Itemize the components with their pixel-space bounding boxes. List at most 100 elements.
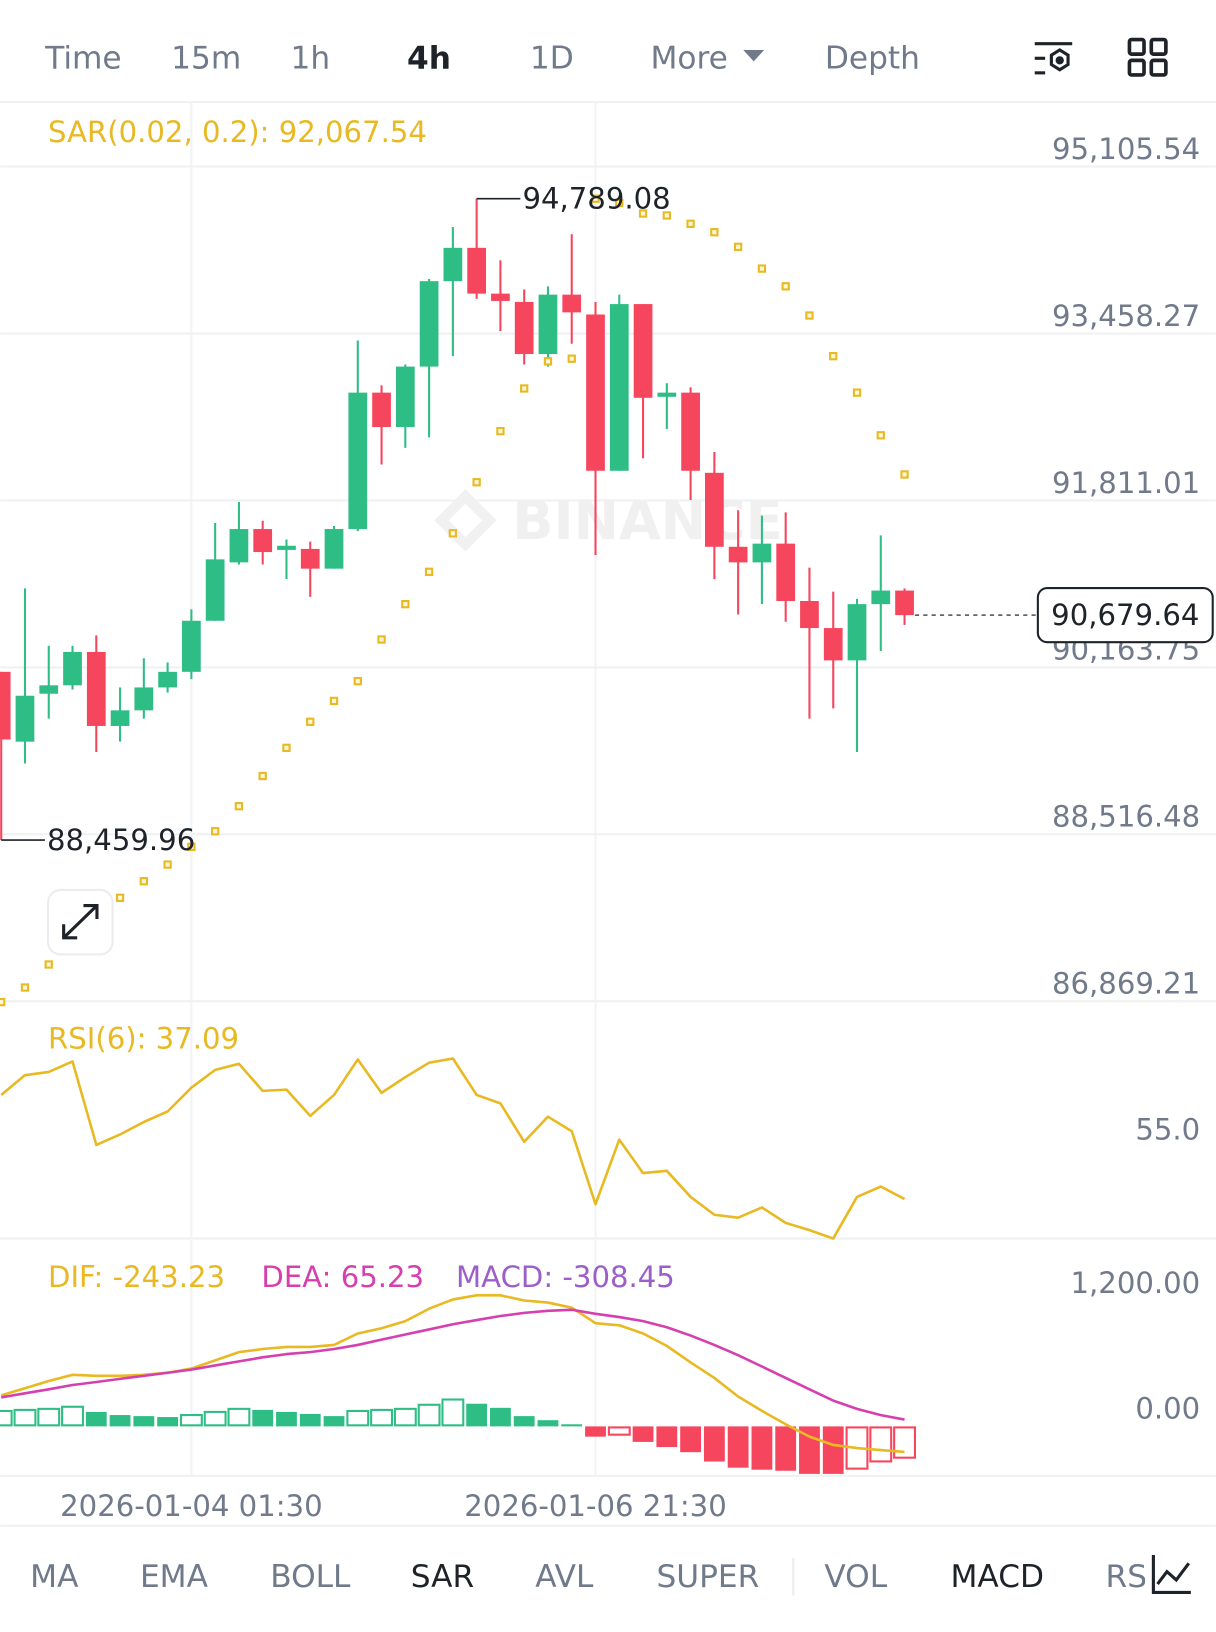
sar-marker [638,209,648,218]
timeframe-tab[interactable]: Time [44,40,121,76]
macd-bar [227,1407,251,1427]
sar-marker [424,567,434,576]
candle-body [562,294,582,313]
high-label: 94,789.08 [522,182,670,216]
macd-bar [0,1409,13,1427]
macd-bar [585,1426,606,1437]
y-tick-label: 86,869.21 [1052,967,1200,1001]
candle-body [110,710,130,726]
sar-marker [258,771,267,781]
candle-body [847,604,867,661]
sar-marker [0,997,6,1007]
sar-marker [520,384,529,393]
macd-bar [869,1426,893,1463]
macd-bar [893,1426,916,1459]
indicator-tab[interactable]: SAR [411,1559,474,1595]
expand-button[interactable] [46,888,114,956]
sar-marker [662,211,671,220]
candle-body [752,543,772,563]
indicator-line [0,1057,906,1240]
candle-body [348,392,368,530]
candle-body [728,546,748,563]
macd-bar [109,1415,131,1427]
y-tick-label: 1,200.00 [1071,1266,1201,1300]
sar-marker [306,717,315,726]
macd-bar [632,1426,654,1442]
sar-marker [686,219,695,228]
indicator-tab[interactable]: MA [30,1559,79,1595]
macd-bar [37,1407,61,1427]
candle-body [467,247,487,294]
indicator-tab[interactable]: EMA [140,1559,209,1595]
x-tick-label: 2026-01-06 21:30 [464,1489,726,1523]
legend-entry: MACD: -308.45 [456,1260,675,1294]
timeframe-tab[interactable]: More [650,40,727,76]
indicator-tab[interactable]: MACD [950,1559,1044,1595]
sar-marker [829,351,838,361]
candle-body [253,529,273,553]
macd-bar [61,1405,84,1427]
sar-marker [353,676,362,686]
indicator-tab[interactable]: RS [1106,1559,1148,1595]
macd-bar [323,1416,345,1427]
indicator-tab[interactable]: SUPER [656,1559,759,1595]
candle-body [229,529,249,563]
candle-body [800,600,819,629]
macd-bar [751,1426,773,1470]
candle-body [419,281,439,367]
indicator-tab[interactable]: BOLL [270,1559,351,1595]
macd-bar [656,1426,678,1448]
macd-bar [179,1414,203,1427]
macd-bar [490,1407,511,1427]
macd-bar [822,1426,844,1474]
macd-bar [13,1408,37,1427]
candle-body [681,392,700,471]
macd-bar [441,1398,465,1427]
indicator-icon[interactable] [1145,1546,1216,1610]
macd-bar [775,1426,797,1471]
candle-body [158,671,177,688]
macd-bar [157,1417,179,1427]
timeframe-tab[interactable]: 4h [407,40,451,76]
candle-body [15,695,35,742]
macd-bar [346,1409,370,1427]
layout-icon[interactable] [1127,37,1168,77]
watermark-text: BINANCE [512,489,782,552]
timeframe-tab[interactable]: Depth [825,40,920,76]
legend-entry: DIF: -243.23 [48,1260,225,1294]
settings-icon[interactable] [1034,42,1073,75]
indicator-tab[interactable]: AVL [535,1559,594,1595]
indicator-line [0,1308,905,1421]
sar-marker [591,194,600,203]
timeframe-tab[interactable]: 1D [530,40,574,76]
sar-marker [210,827,220,836]
legend-entry: SAR(0.02, 0.2): 92,067.54 [48,115,427,149]
sar-marker [163,860,172,869]
candle-body [182,620,201,672]
macd-bar [252,1409,274,1427]
sar-marker [139,877,149,886]
candle-body [277,545,296,550]
y-tick-label: 0.00 [1135,1392,1200,1426]
sar-marker [852,388,862,397]
sar-marker [781,282,790,291]
candle-body [776,543,796,601]
sar-marker [876,431,885,440]
y-tick-label: 55.0 [1135,1112,1200,1146]
sar-marker [567,354,576,363]
candle-body [514,301,534,355]
sar-marker [234,802,244,811]
timeframe-tab[interactable]: 15m [171,40,241,76]
candle-body [39,685,59,694]
macd-bar [537,1420,559,1427]
macd-bar [680,1426,702,1453]
sar-marker [187,842,196,852]
timeframe-tab[interactable]: 1h [290,40,330,76]
indicator-tab[interactable]: VOL [824,1559,887,1595]
y-tick-label: 93,458.27 [1052,299,1200,333]
y-tick-label: 88,516.48 [1052,800,1200,834]
sar-marker [733,242,743,251]
candle-body [491,293,510,301]
